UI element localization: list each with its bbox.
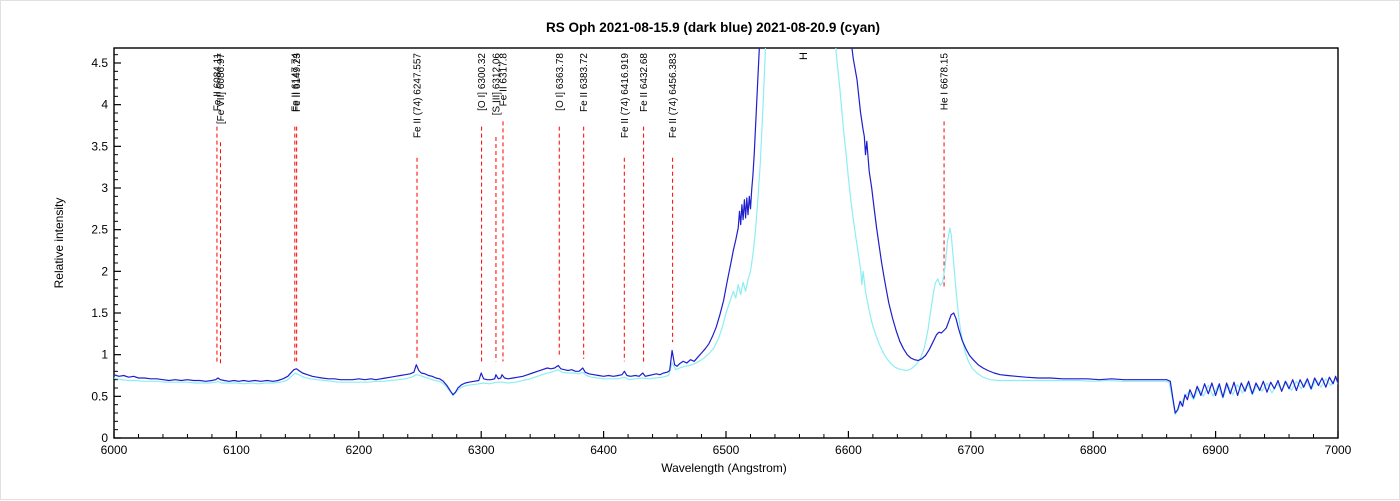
spectral-line-label: [O I] 6300.32 xyxy=(477,53,488,111)
x-tick-label: 7000 xyxy=(1325,443,1352,457)
spectral-line-label: Fe II 6383.72 xyxy=(579,53,590,112)
spectrum-series-2021-08-15.9 xyxy=(114,48,1338,414)
x-tick-label: 6900 xyxy=(1202,443,1229,457)
x-tick-label: 6800 xyxy=(1080,443,1107,457)
spectral-line-label: Fe II (74) 6247.557 xyxy=(413,53,424,138)
spectral-line-label: [Fe VII] 6086.97 xyxy=(216,53,227,125)
spectral-line-label: Fe II 6317.8 xyxy=(498,53,509,107)
halpha-label: H xyxy=(798,52,810,60)
y-tick-label: 4.5 xyxy=(91,56,108,70)
x-tick-label: 6200 xyxy=(345,443,372,457)
spectral-line-label: [S III] 6312.06 xyxy=(491,53,502,116)
x-tick-label: 6100 xyxy=(223,443,250,457)
x-axis-title: Wavelength (Angstrom) xyxy=(661,461,787,475)
y-tick-label: 0.5 xyxy=(91,389,108,403)
y-tick-label: 4 xyxy=(101,98,108,112)
y-tick-label: 2 xyxy=(101,264,108,278)
chart-title: RS Oph 2021-08-15.9 (dark blue) 2021-08-… xyxy=(546,20,880,35)
plot-area: 6000 6100 6200 6300 6400 6500 6600 6700 6800 6900… xyxy=(91,47,1352,457)
y-tick-label: 1 xyxy=(101,348,108,362)
spectral-line-label: Fe II 6432.68 xyxy=(639,53,650,112)
y-tick-label: 0 xyxy=(101,431,108,445)
spectral-line-label: Fe II (74) 6416.919 xyxy=(620,53,631,138)
x-tick-label: 6500 xyxy=(713,443,740,457)
y-tick-label: 3.5 xyxy=(91,139,108,153)
spectral-line-label: Fe II 6149.23 xyxy=(292,53,303,112)
x-tick-label: 6600 xyxy=(835,443,862,457)
spectral-line-label: He I 6678.15 xyxy=(940,53,951,111)
spectral-line-label: Fe II 6147.74 xyxy=(290,53,301,112)
spectral-line-label: [O I] 6363.78 xyxy=(555,53,566,111)
x-tick-label: 6300 xyxy=(468,443,495,457)
x-tick-label: 6000 xyxy=(101,443,128,457)
spectral-line-label: Fe II 6084.11 xyxy=(212,53,223,112)
x-tick-label: 6400 xyxy=(590,443,617,457)
y-tick-label: 3 xyxy=(101,181,108,195)
spectrum-series-2021-08-20.9 xyxy=(114,48,1338,416)
y-tick-label: 2.5 xyxy=(91,223,108,237)
y-tick-label: 1.5 xyxy=(91,306,108,320)
x-tick-label: 6700 xyxy=(957,443,984,457)
y-axis-title: Relative intensity xyxy=(52,198,66,289)
spectral-line-label: Fe II (74) 6456.383 xyxy=(668,53,679,138)
